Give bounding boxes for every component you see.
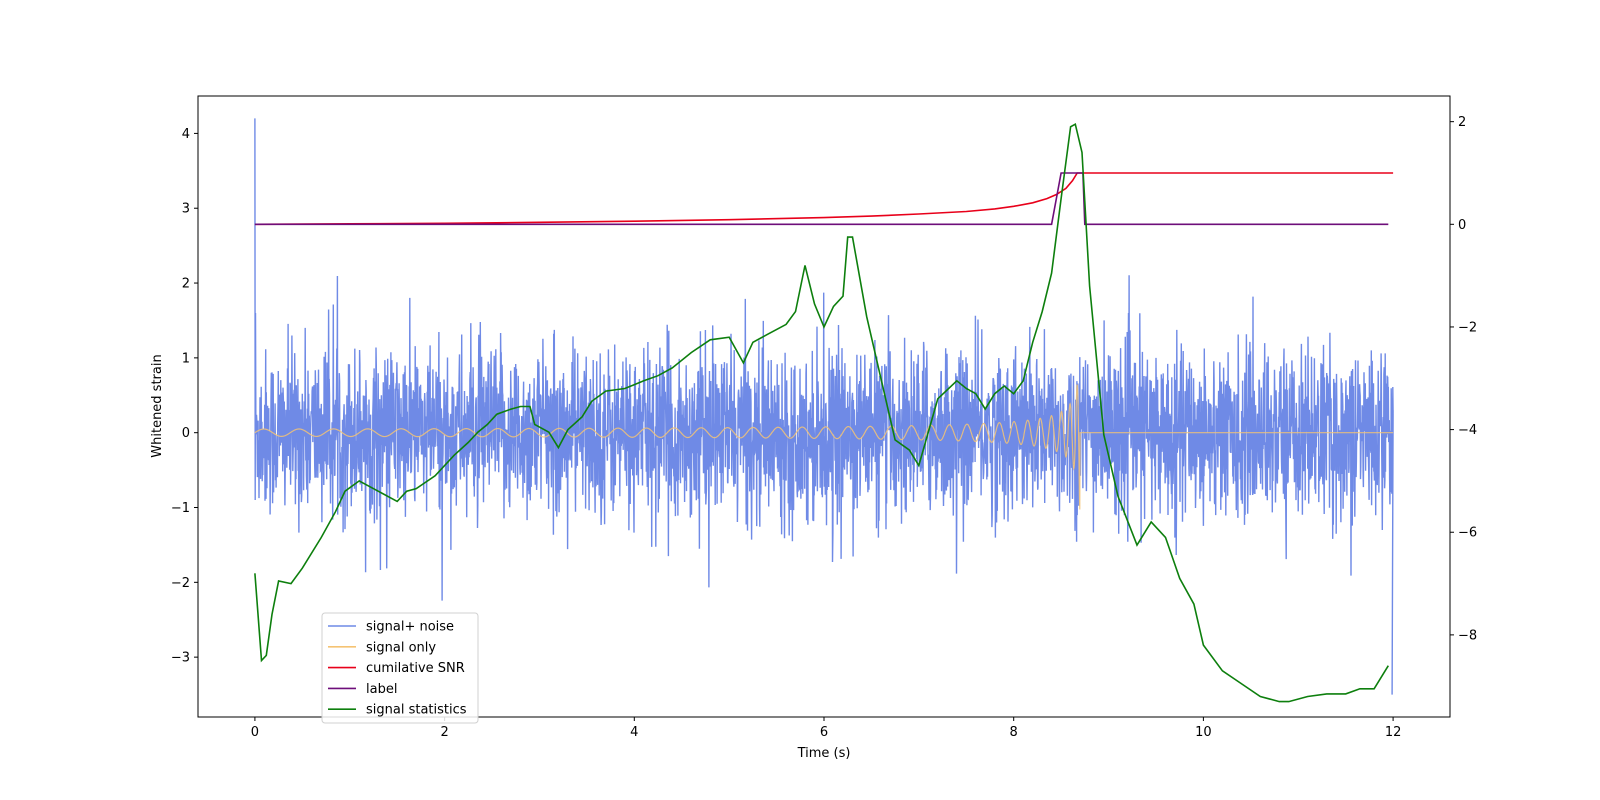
legend-label: signal+ noise <box>366 620 454 635</box>
y-left-tick-label: 0 <box>182 426 190 441</box>
y-left-tick-label: −3 <box>171 651 190 666</box>
legend-label: cumilative SNR <box>366 661 465 676</box>
y-right-tick-label: −4 <box>1458 423 1477 438</box>
series-signal-plus-noise <box>254 118 1394 695</box>
legend-box <box>321 612 479 724</box>
series-signal-statistics <box>254 122 1389 703</box>
y-left-tick-label: 2 <box>182 277 190 292</box>
x-tick-label: 0 <box>251 725 259 740</box>
plot-area <box>254 118 1394 703</box>
x-tick-label: 2 <box>440 725 448 740</box>
x-tick-label: 10 <box>1195 725 1212 740</box>
y-right-tick-label: −6 <box>1458 526 1477 541</box>
series-cumilative-snr <box>254 172 1394 226</box>
x-tick-label: 6 <box>820 725 828 740</box>
series-label <box>254 172 1389 226</box>
y-left-tick-label: 3 <box>182 202 190 217</box>
legend-label: signal statistics <box>366 703 467 718</box>
series-signal-only <box>254 384 1394 510</box>
y-left-tick-label: −2 <box>171 576 190 591</box>
legend-label: label <box>366 682 397 697</box>
x-tick-label: 12 <box>1385 725 1402 740</box>
x-tick-label: 8 <box>1010 725 1018 740</box>
y-axis-label: Whitened strain <box>150 354 165 457</box>
y-left-tick-label: 1 <box>182 351 190 366</box>
legend: signal+ noise signal only cumilative SNR la… <box>321 612 479 724</box>
y-right-tick-label: 2 <box>1458 115 1466 130</box>
x-tick-label: 4 <box>630 725 638 740</box>
y-right-tick-label: −2 <box>1458 320 1477 335</box>
y-right-tick-label: −8 <box>1458 628 1477 643</box>
y-left-tick-label: 4 <box>182 127 190 142</box>
y-left-tick-label: −1 <box>171 501 190 516</box>
x-axis-label: Time (s) <box>797 746 851 761</box>
legend-label: signal only <box>366 640 436 655</box>
y-right-tick-label: 0 <box>1458 218 1466 233</box>
